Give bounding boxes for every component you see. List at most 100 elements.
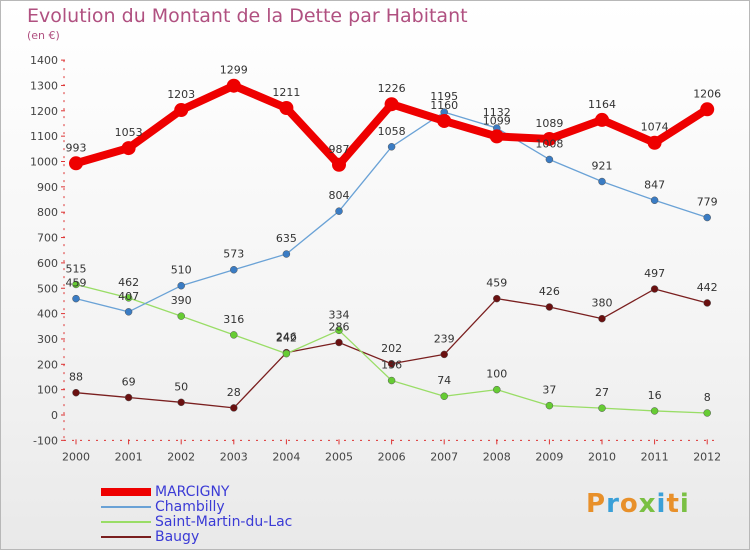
data-point: [72, 388, 80, 397]
data-point: [72, 294, 80, 303]
logo-letter: r: [606, 489, 620, 519]
data-point: [598, 177, 606, 186]
data-point: [493, 385, 501, 394]
data-label: 510: [171, 264, 192, 277]
data-point: [703, 409, 711, 417]
data-point: [700, 102, 715, 117]
data-point: [703, 213, 711, 222]
logo-letter: P: [586, 489, 607, 519]
data-point: [72, 280, 80, 289]
x-tick-label: 2000: [62, 450, 90, 463]
data-label: 202: [381, 342, 402, 355]
data-label: 100: [486, 368, 507, 381]
data-label: 37: [542, 384, 556, 397]
data-label: 1195: [430, 90, 458, 103]
legend-swatch: [101, 506, 151, 508]
data-point: [493, 294, 501, 303]
data-point: [440, 392, 448, 400]
x-tick-label: 2002: [167, 450, 195, 463]
data-label: 1132: [483, 106, 511, 119]
x-tick-label: 2011: [641, 450, 669, 463]
data-label: 1008: [535, 137, 563, 150]
data-label: 1053: [115, 126, 143, 139]
data-label: 1211: [272, 86, 300, 99]
data-label: 459: [486, 277, 507, 290]
y-tick-label: 1300: [30, 79, 58, 92]
legend-label: MARCIGNY: [155, 484, 230, 500]
data-label: 16: [648, 389, 662, 402]
data-point: [542, 131, 557, 146]
data-point: [545, 401, 554, 410]
data-point: [279, 101, 294, 116]
data-point: [545, 155, 554, 164]
data-point: [650, 407, 659, 415]
data-label: 515: [66, 262, 87, 275]
logo-letter: x: [638, 489, 657, 519]
legend-swatch: [101, 521, 151, 523]
x-tick-label: 2007: [430, 450, 458, 463]
y-tick-label: 200: [37, 358, 58, 371]
data-label: 69: [122, 376, 136, 389]
data-point: [595, 112, 609, 127]
y-tick-label: 600: [37, 257, 58, 270]
data-point: [384, 97, 399, 112]
data-point: [437, 113, 452, 128]
data-point: [650, 196, 659, 205]
data-point: [124, 294, 133, 302]
data-point: [387, 143, 396, 151]
data-label: 1203: [167, 88, 195, 101]
data-point: [230, 404, 238, 412]
data-point: [387, 360, 396, 368]
data-point: [69, 156, 83, 171]
data-label: 573: [223, 248, 244, 261]
data-point: [598, 314, 606, 323]
y-tick-label: 1400: [30, 54, 58, 67]
data-label: 779: [697, 196, 718, 209]
data-label: 334: [329, 308, 350, 321]
data-label: 1099: [483, 114, 511, 127]
data-label: 1089: [535, 117, 563, 130]
logo-letter: t: [666, 489, 680, 519]
series-line-chambilly: [75, 111, 708, 313]
data-point: [703, 299, 711, 307]
y-tick-label: 1000: [30, 156, 58, 169]
data-label: 28: [227, 386, 241, 399]
legend-label: Baugy: [155, 529, 200, 545]
x-tick-label: 2001: [115, 450, 143, 463]
chart-title: Evolution du Montant de la Dette par Hab…: [27, 5, 468, 27]
data-point: [124, 393, 133, 402]
data-point: [598, 404, 606, 412]
data-labels-layer: 88 69 50 28 246 286 202 239 459 426 380 497 442 515 46…: [66, 64, 722, 404]
legend-swatch: [101, 488, 151, 496]
data-label: 50: [174, 380, 188, 393]
y-tick-label: 300: [37, 333, 58, 346]
data-point: [124, 308, 133, 316]
data-point: [440, 350, 448, 359]
data-point: [489, 129, 504, 144]
legend-label: Chambilly: [155, 499, 225, 515]
data-point: [177, 312, 185, 320]
data-label: 993: [66, 141, 87, 154]
x-tick-label: 2010: [588, 450, 616, 463]
data-point: [335, 207, 343, 215]
legend-swatch: [101, 536, 151, 538]
data-point: [335, 338, 343, 347]
x-tick-label: 2004: [272, 450, 300, 463]
y-tick-label: 400: [37, 308, 58, 321]
data-point: [174, 103, 189, 118]
chart-axes: -100 0 100 200 300 400 500 600 700 800 900 1000 1100…: [30, 54, 721, 463]
data-label: 847: [644, 178, 665, 191]
x-tick-label: 2009: [535, 450, 563, 463]
data-label: 316: [223, 313, 244, 326]
data-label: 88: [69, 371, 83, 384]
proxiti-logo: Proxiti: [586, 489, 690, 519]
data-point: [650, 285, 659, 293]
data-label: 804: [329, 189, 350, 202]
data-label: 426: [539, 285, 560, 298]
data-label: 1164: [588, 98, 616, 111]
data-label: 27: [595, 386, 609, 399]
series-layer: [69, 78, 715, 417]
data-point: [647, 135, 662, 150]
y-tick-label: 800: [37, 206, 58, 219]
logo-letter: o: [619, 489, 639, 519]
